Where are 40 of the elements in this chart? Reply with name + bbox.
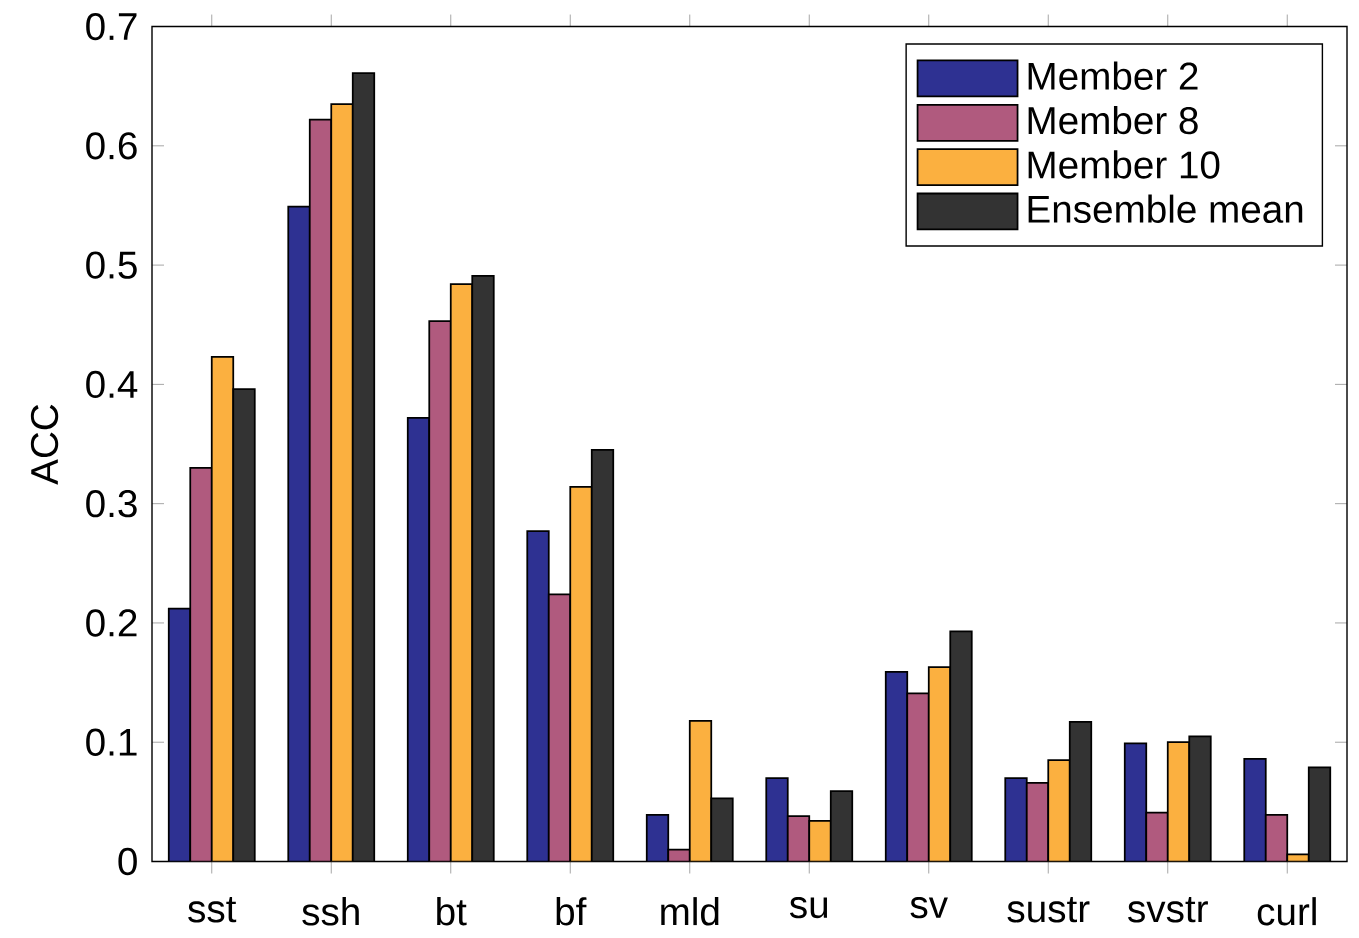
x-tick-label: bt — [437, 896, 467, 926]
bar — [711, 798, 733, 862]
y-tick-label: 0.3 — [86, 489, 137, 518]
y-tick-label: 0.4 — [86, 370, 138, 398]
x-tick-label: bf — [556, 896, 587, 926]
bar — [288, 206, 310, 862]
bar — [950, 631, 972, 862]
x-tick-label: svstr — [1128, 896, 1208, 923]
bar — [527, 530, 549, 862]
bar — [190, 467, 212, 862]
bar — [570, 486, 592, 862]
bar — [429, 320, 451, 862]
legend-label: Member 8 — [1028, 105, 1198, 135]
x-tick-label: ssh — [302, 896, 359, 926]
bar — [1048, 759, 1070, 862]
bar — [766, 777, 788, 862]
legend-label: Member 2 — [1028, 61, 1198, 90]
bar — [331, 103, 353, 862]
bar — [1146, 812, 1168, 862]
legend-label: Member 10 — [1028, 150, 1220, 179]
x-tick-label: sustr — [1007, 896, 1090, 923]
legend-label: Ensemble mean — [1028, 194, 1303, 223]
y-tick-label: 0.6 — [86, 131, 137, 160]
bar — [1243, 757, 1267, 862]
y-tick-label: 0.5 — [86, 251, 137, 279]
x-tick-label: curl — [1257, 896, 1316, 926]
bar — [907, 693, 929, 862]
bar — [472, 275, 494, 862]
y-tick-label: 0.1 — [86, 728, 137, 756]
bar — [233, 388, 255, 862]
x-tick-label: sv — [910, 896, 948, 919]
bar — [1189, 736, 1211, 862]
y-axis-title: ACC — [30, 404, 59, 485]
y-tick-label: 0 — [118, 847, 137, 876]
bar — [1005, 777, 1027, 862]
y-tick-label: 0.7 — [86, 12, 137, 41]
x-tick-label: sst — [188, 896, 237, 923]
x-tick-label: su — [789, 896, 828, 919]
y-tick-label: 0.2 — [86, 609, 137, 637]
x-tick-label: mld — [661, 896, 719, 926]
